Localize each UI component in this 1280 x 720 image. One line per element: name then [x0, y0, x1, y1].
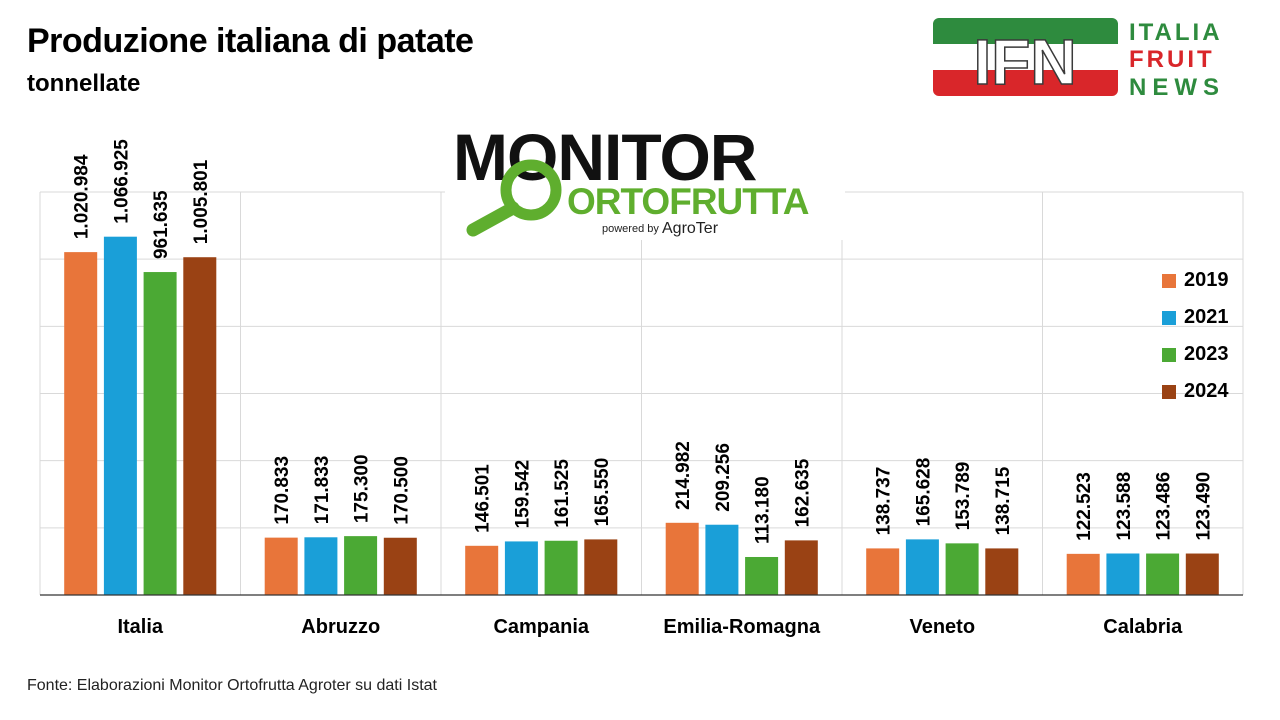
legend-item-2021: 2021	[1162, 299, 1229, 336]
legend-swatch-2024	[1162, 384, 1176, 399]
bar-2019	[1066, 553, 1100, 595]
monitor-logo-brand: AgroTer	[662, 220, 719, 237]
data-label: 175.300	[352, 454, 373, 523]
legend-label-2019: 2019	[1184, 269, 1229, 291]
data-label: 138.737	[874, 467, 895, 536]
data-label: 170.500	[391, 456, 412, 525]
monitor-ortofrutta-logo: MONITOR ORTOFRUTTA powered by AgroTer	[445, 118, 845, 240]
ifn-logo-line1: ITALIA	[1129, 19, 1223, 46]
data-label: 1.005.801	[191, 159, 212, 244]
ifn-logo-line2: FRUIT	[1129, 46, 1215, 73]
data-label: 165.550	[592, 458, 613, 527]
bar-2023	[745, 556, 779, 595]
ifn-logo-line3: NEWS	[1129, 74, 1225, 100]
ifn-logo: IFN ITALIA FRUIT NEWS	[933, 18, 1225, 100]
chart-subtitle: tonnellate	[27, 70, 141, 97]
bar-2023	[344, 536, 378, 595]
ifn-mark	[933, 18, 1118, 96]
magnifier-icon	[466, 159, 562, 237]
data-label: 161.525	[552, 459, 573, 528]
monitor-logo-powered: powered by	[602, 223, 659, 235]
bar-2023	[945, 543, 979, 595]
data-label: 153.789	[953, 462, 974, 531]
legend-swatch-2023	[1162, 347, 1176, 362]
bar-2024	[584, 539, 618, 595]
category-label: Emilia-Romagna	[663, 616, 821, 638]
monitor-logo-line2: ORTOFRUTTA	[567, 181, 809, 222]
data-label: 138.715	[993, 466, 1014, 535]
bar-2021	[905, 539, 939, 595]
category-label: Calabria	[1103, 616, 1183, 638]
data-label: 214.982	[673, 441, 694, 510]
bar-2019	[465, 545, 499, 595]
category-label: Italia	[117, 616, 163, 638]
bar-2021	[103, 236, 137, 595]
data-label: 123.486	[1154, 472, 1175, 541]
legend: 2019 2021 2023 2024	[1162, 262, 1229, 410]
legend-label-2023: 2023	[1184, 343, 1229, 365]
bar-2019	[665, 522, 699, 595]
data-label: 122.523	[1074, 472, 1095, 541]
data-label: 159.542	[512, 460, 533, 529]
legend-item-2024: 2024	[1162, 373, 1229, 410]
data-label: 123.490	[1193, 472, 1214, 541]
bar-2021	[504, 541, 538, 595]
bar-2024	[383, 537, 417, 595]
data-label: 165.628	[913, 458, 934, 527]
bar-2019	[264, 537, 298, 595]
legend-item-2019: 2019	[1162, 262, 1229, 299]
data-label: 961.635	[151, 190, 172, 259]
data-label: 162.635	[792, 458, 813, 527]
data-label: 123.588	[1114, 472, 1135, 541]
legend-swatch-2021	[1162, 310, 1176, 325]
data-label: 1.020.984	[72, 154, 93, 239]
bar-2021	[304, 537, 338, 595]
category-label: Campania	[493, 616, 589, 638]
bar-2019	[866, 548, 900, 595]
data-label: 170.833	[272, 456, 293, 525]
bar-2023	[1146, 553, 1180, 595]
source-note: Fonte: Elaborazioni Monitor Ortofrutta A…	[27, 677, 437, 694]
chart-title: Produzione italiana di patate	[27, 22, 474, 60]
category-label: Abruzzo	[301, 616, 380, 638]
data-label: 1.066.925	[111, 139, 132, 224]
bar-2024	[784, 540, 818, 595]
bar-2021	[1106, 553, 1140, 595]
data-label: 171.833	[312, 456, 333, 525]
legend-label-2021: 2021	[1184, 306, 1229, 328]
category-label: Veneto	[909, 616, 975, 638]
bar-2023	[143, 272, 177, 595]
bar-2021	[705, 524, 739, 595]
bar-2024	[985, 548, 1019, 595]
bar-2024	[183, 257, 217, 595]
data-label: 146.501	[473, 464, 494, 533]
legend-swatch-2019	[1162, 273, 1176, 288]
data-label: 113.180	[753, 476, 774, 544]
data-label: 209.256	[713, 443, 734, 512]
legend-item-2023: 2023	[1162, 336, 1229, 373]
bar-2023	[544, 540, 578, 595]
legend-label-2024: 2024	[1184, 380, 1229, 402]
bar-2024	[1185, 553, 1219, 595]
bar-2019	[64, 252, 98, 595]
ifn-logo-mark: IFN	[973, 26, 1076, 98]
